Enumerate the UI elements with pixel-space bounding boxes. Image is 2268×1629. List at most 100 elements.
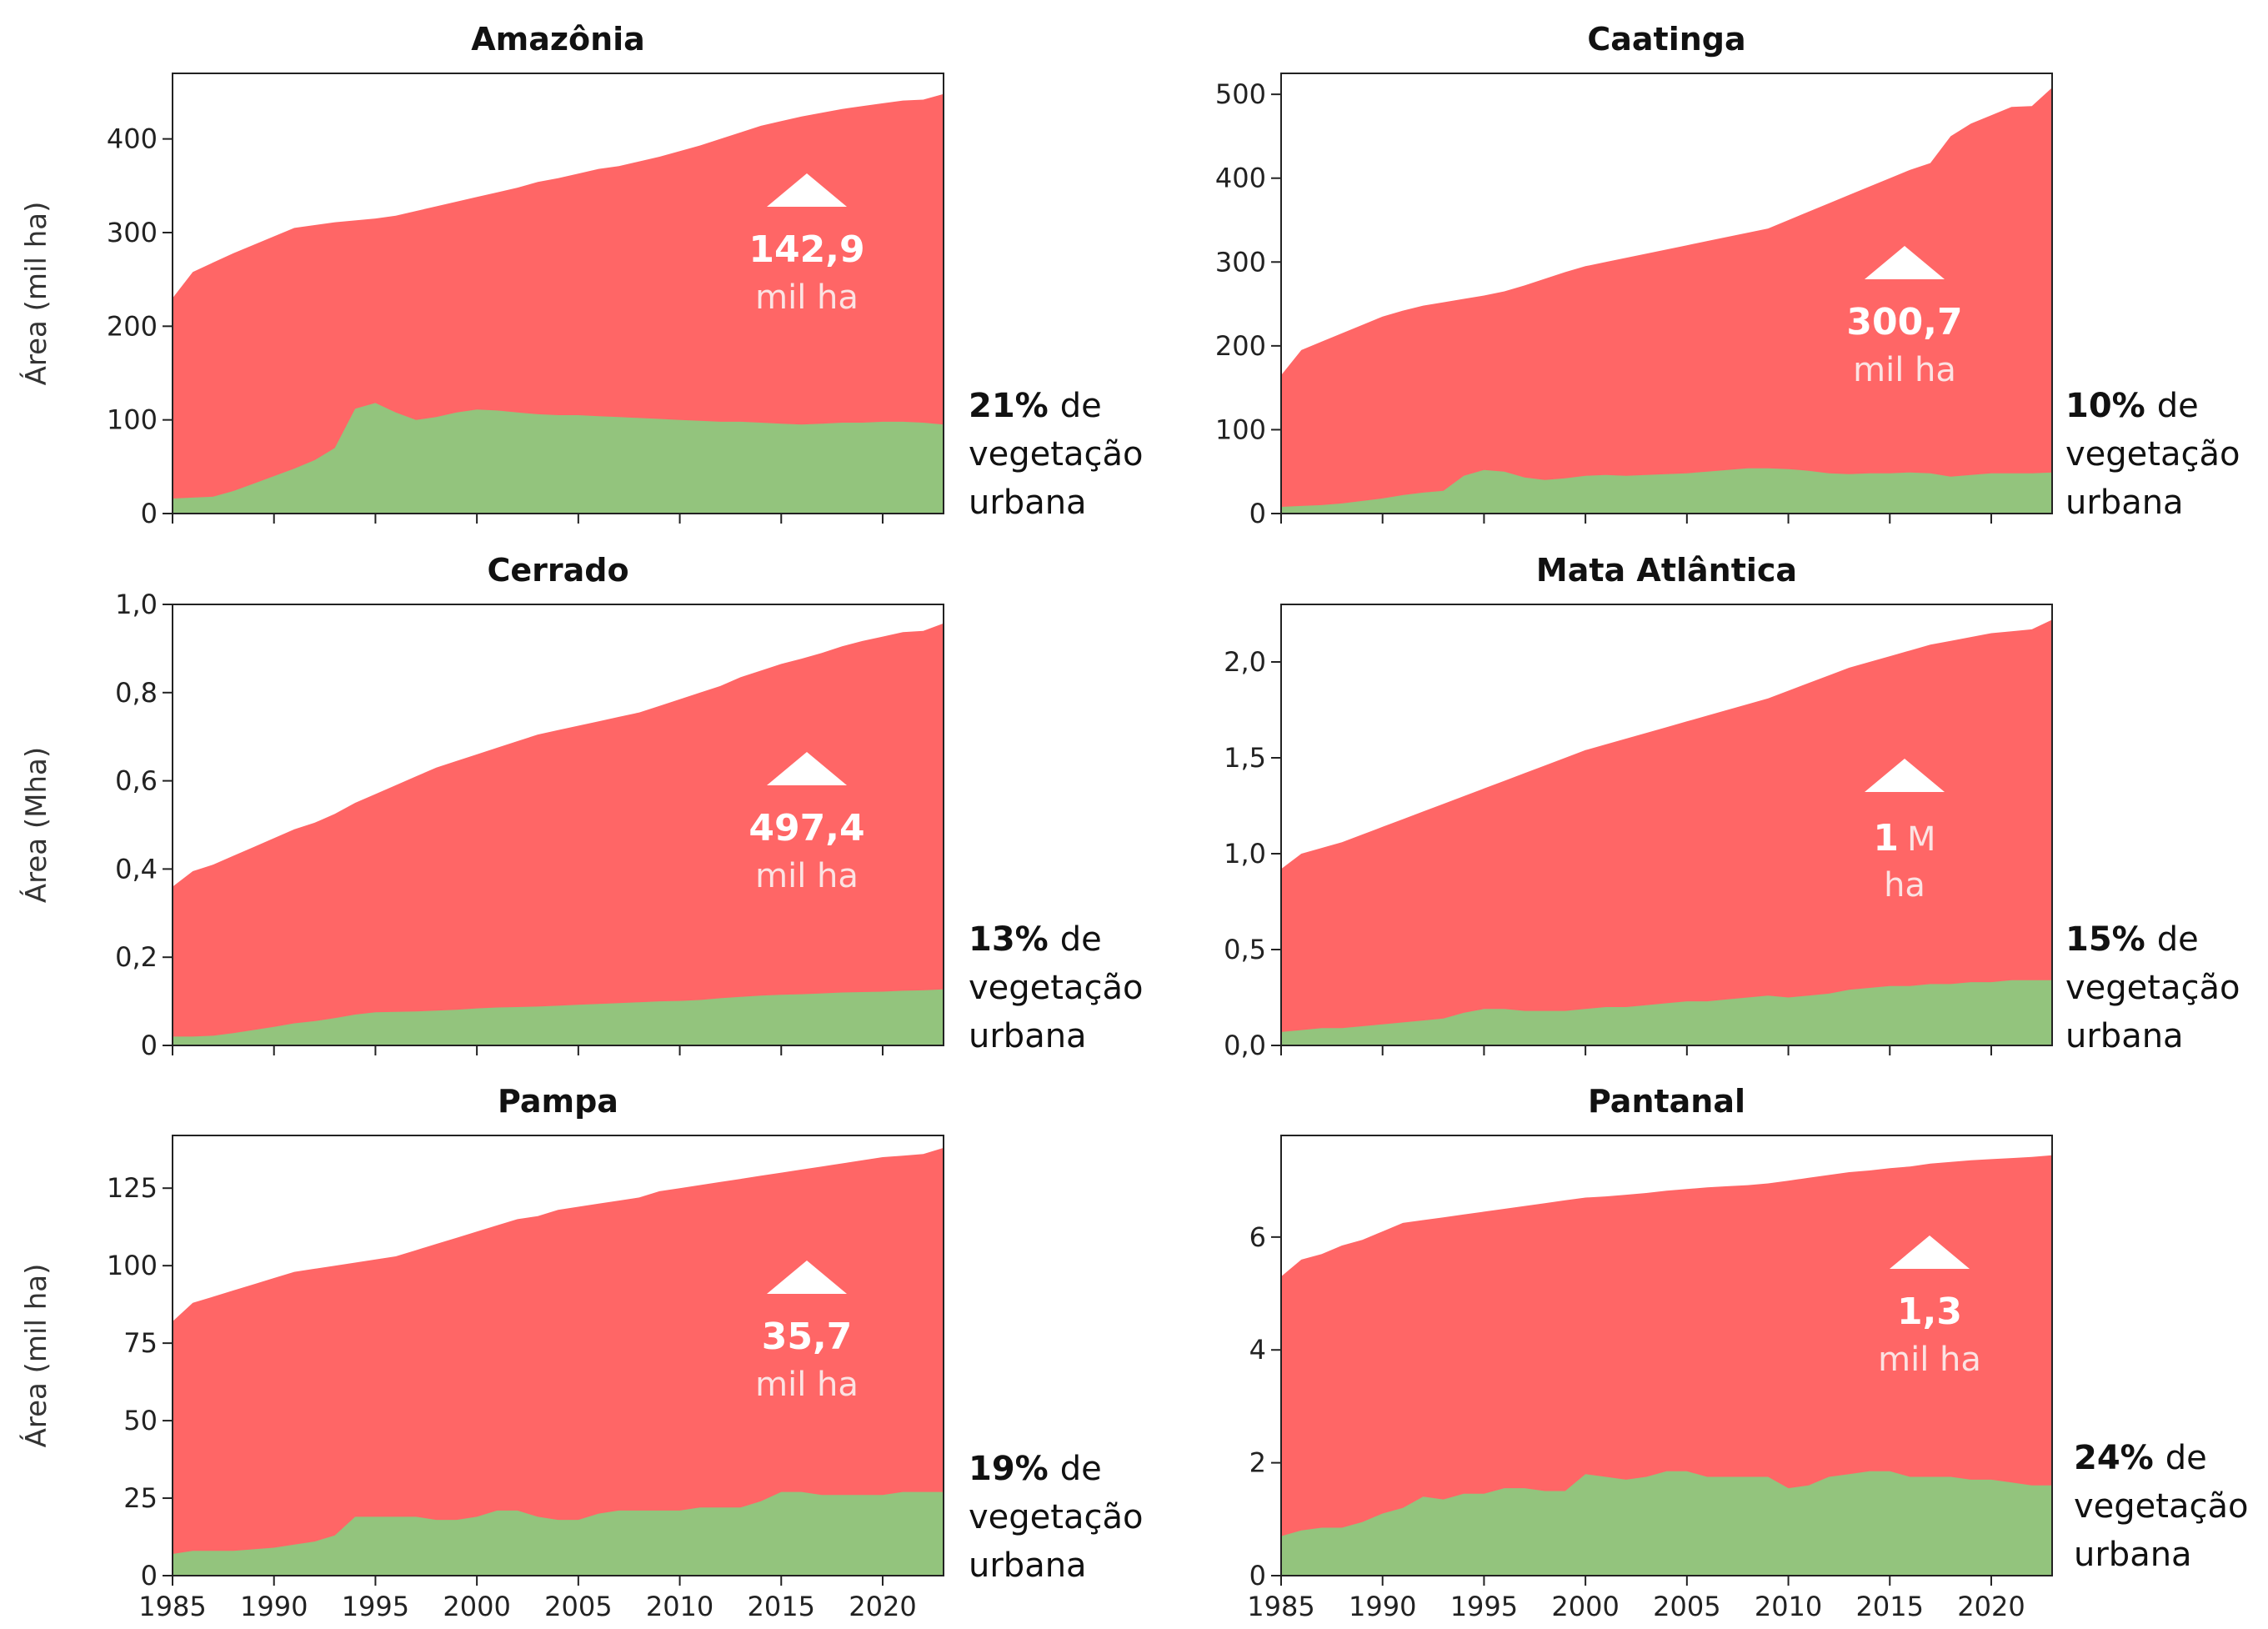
urban-vegetation-area — [173, 1491, 944, 1576]
y-tick-label: 50 — [123, 1405, 158, 1436]
x-tick-label: 1995 — [1450, 1591, 1518, 1622]
chart-title: Cerrado — [487, 552, 628, 589]
share-text-line2: vegetação — [2074, 1487, 2248, 1526]
x-tick-label: 2020 — [1957, 1591, 2025, 1622]
y-tick-label: 200 — [107, 310, 158, 342]
increase-value: 35,7 — [762, 1316, 853, 1358]
y-axis-label: Área (Mha) — [19, 747, 53, 903]
share-text-line3: urbana — [969, 1017, 1087, 1055]
x-tick-label: 2015 — [1856, 1591, 1924, 1622]
share-text: de — [1060, 1450, 1102, 1488]
increase-value: 300,7 — [1846, 301, 1962, 343]
x-tick-label: 1995 — [342, 1591, 409, 1622]
chart-panel-2: Cerrado 0 0,2 0,4 0,6 0,8 1,0 Área (Mha) 497,4 mi… — [19, 552, 1143, 1061]
share-text: de — [2165, 1439, 2207, 1477]
y-tick-label: 0,4 — [115, 853, 158, 885]
share-percent: 21% — [969, 387, 1049, 425]
y-tick-label: 2,0 — [1224, 646, 1266, 678]
share-text-line2: vegetação — [969, 435, 1143, 474]
x-tick-label: 1985 — [1247, 1591, 1314, 1622]
y-tick-label: 0,8 — [115, 677, 158, 709]
share-text-line2: vegetação — [969, 969, 1143, 1007]
share-text-line3: urbana — [2065, 1017, 2184, 1055]
y-tick-label: 0 — [141, 1030, 158, 1061]
chart-title: Caatinga — [1587, 21, 1745, 58]
y-tick-label: 1,5 — [1224, 742, 1266, 774]
x-tick-label: 2020 — [849, 1591, 916, 1622]
y-tick-label: 300 — [1215, 246, 1266, 278]
urban-vegetation-share: 15% de — [2065, 920, 2199, 959]
share-text-line3: urbana — [969, 484, 1087, 522]
increase-triangle-icon — [767, 173, 847, 207]
increase-value: 142,9 — [748, 228, 864, 271]
x-tick-label: 2000 — [443, 1591, 510, 1622]
x-tick-label: 2000 — [1551, 1591, 1619, 1622]
chart-title: Mata Atlântica — [1536, 552, 1797, 589]
share-text: de — [1060, 920, 1102, 959]
share-text: de — [2157, 920, 2199, 959]
y-tick-label: 0 — [1249, 498, 1266, 529]
chart-title: Amazônia — [471, 21, 645, 58]
y-tick-label: 1,0 — [1224, 838, 1266, 870]
y-tick-label: 500 — [1215, 78, 1266, 110]
increase-unit: mil ha — [1878, 1341, 1981, 1379]
increase-triangle-icon — [767, 752, 847, 785]
urban-vegetation-share: 24% de — [2074, 1439, 2207, 1477]
increase-unit: mil ha — [1853, 351, 1956, 389]
plot-frame — [1280, 604, 2053, 1046]
share-percent: 13% — [969, 920, 1049, 959]
chart-panel-0: Amazônia 0 100 200 300 400 Área (mil ha) 142,9 m… — [19, 21, 1143, 529]
y-tick-label: 0,0 — [1224, 1030, 1266, 1061]
plot-frame — [172, 604, 944, 1046]
total-area — [1281, 619, 2052, 1045]
chart-panel-1: Caatinga 0 100 200 300 400 500 300,7 mil ha 10% de… — [1215, 21, 2240, 529]
y-tick-label: 400 — [1215, 163, 1266, 194]
y-tick-label: 6 — [1249, 1221, 1266, 1253]
increase-value: 497,4 — [748, 807, 864, 850]
total-area — [173, 1147, 944, 1576]
share-text-line3: urbana — [2074, 1536, 2192, 1574]
increase-unit-line2: ha — [1884, 866, 1925, 905]
share-percent: 24% — [2074, 1439, 2154, 1477]
increase-value: 1,3 — [1897, 1291, 1962, 1333]
y-axis-label: Área (mil ha) — [19, 202, 53, 386]
increase-unit: mil ha — [755, 1366, 859, 1404]
y-tick-label: 0,6 — [115, 765, 158, 797]
share-text: de — [2157, 387, 2199, 425]
total-area — [173, 623, 944, 1045]
y-tick-label: 1,0 — [115, 589, 158, 620]
y-tick-label: 100 — [107, 404, 158, 436]
y-tick-label: 125 — [107, 1172, 158, 1204]
y-tick-label: 0 — [141, 1560, 158, 1591]
x-tick-label: 2005 — [1653, 1591, 1720, 1622]
share-text-line3: urbana — [969, 1546, 1087, 1585]
share-text-line2: vegetação — [969, 1498, 1143, 1536]
urban-vegetation-share: 19% de — [969, 1450, 1102, 1488]
total-area — [1281, 88, 2052, 514]
urban-vegetation-share: 21% de — [969, 387, 1102, 425]
y-tick-label: 0,2 — [115, 941, 158, 973]
urban-vegetation-area — [173, 989, 944, 1045]
urban-vegetation-area — [173, 403, 944, 514]
plot-frame — [1280, 1135, 2053, 1576]
urban-vegetation-share: 10% de — [2065, 387, 2199, 425]
share-percent: 10% — [2065, 387, 2145, 425]
y-tick-label: 100 — [107, 1250, 158, 1281]
increase-unit: mil ha — [755, 278, 859, 317]
increase-unit: M — [1907, 820, 1936, 859]
urban-vegetation-area — [1281, 1471, 2052, 1576]
x-tick-label: 2010 — [646, 1591, 713, 1622]
y-tick-label: 0 — [1249, 1560, 1266, 1591]
urban-vegetation-area — [1281, 468, 2052, 514]
x-tick-label: 2015 — [748, 1591, 815, 1622]
y-tick-label: 75 — [123, 1327, 158, 1359]
share-text: de — [1060, 387, 1102, 425]
y-tick-label: 400 — [107, 123, 158, 155]
increase-triangle-icon — [1865, 246, 1945, 279]
increase-triangle-icon — [767, 1261, 847, 1294]
x-tick-label: 2010 — [1755, 1591, 1822, 1622]
chart-title: Pampa — [498, 1083, 618, 1120]
increase-unit: mil ha — [755, 857, 859, 895]
y-tick-label: 100 — [1215, 414, 1266, 445]
